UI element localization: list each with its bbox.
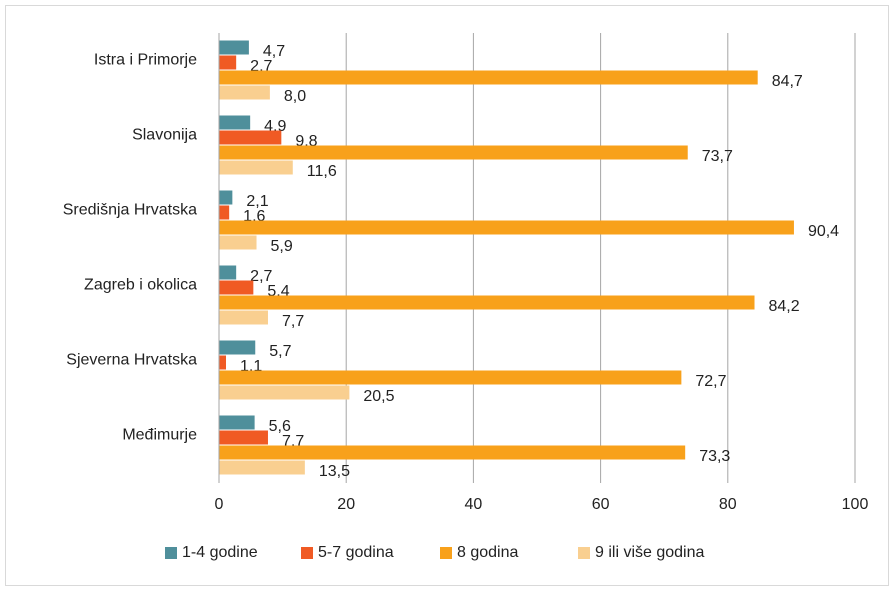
y-tick-label: Središnja Hrvatska: [63, 202, 197, 219]
x-tick-label: 100: [842, 496, 869, 513]
legend-swatch: [165, 547, 177, 559]
bar: [219, 235, 257, 250]
value-label: 84,2: [769, 298, 800, 315]
bar: [219, 220, 794, 235]
value-label: 72,7: [695, 373, 726, 390]
bar: [219, 445, 686, 460]
bar: [219, 70, 758, 85]
bar: [219, 415, 255, 430]
x-tick-label: 20: [337, 496, 355, 513]
value-label: 5,7: [269, 343, 291, 360]
legend-label: 9 ili više godina: [595, 544, 705, 561]
value-label: 84,7: [772, 73, 803, 90]
legend-label: 1-4 godine: [182, 544, 258, 561]
value-label: 11,6: [307, 163, 337, 180]
bar: [219, 355, 226, 370]
bar: [219, 430, 268, 445]
legend-swatch: [440, 547, 452, 559]
bar: [219, 55, 237, 70]
legend-swatch: [578, 547, 590, 559]
bar: [219, 160, 293, 175]
x-tick-label: 80: [719, 496, 737, 513]
x-tick-label: 60: [592, 496, 610, 513]
y-tick-label: Međimurje: [122, 427, 197, 444]
value-label: 20,5: [363, 388, 394, 405]
bar: [219, 40, 249, 55]
value-label: 2,1: [246, 193, 268, 210]
y-tick-label: Slavonija: [132, 127, 197, 144]
bar: [219, 460, 305, 475]
x-tick-label: 40: [465, 496, 483, 513]
bar: [219, 295, 755, 310]
value-label: 2,7: [250, 268, 272, 285]
y-tick-label: Sjeverna Hrvatska: [66, 352, 197, 369]
x-tick-label: 0: [215, 496, 224, 513]
value-label: 7,7: [282, 313, 304, 330]
bar: [219, 130, 282, 145]
value-label: 5,6: [269, 418, 291, 435]
value-label: 73,7: [702, 148, 733, 165]
legend-label: 8 godina: [457, 544, 518, 561]
legend-label: 5-7 godina: [318, 544, 394, 561]
value-label: 5,9: [271, 238, 293, 255]
bar: [219, 145, 688, 160]
bar: [219, 205, 230, 220]
bar: [219, 85, 270, 100]
bar: [219, 340, 256, 355]
y-tick-label: Istra i Primorje: [94, 52, 197, 69]
bar: [219, 190, 233, 205]
legend-swatch: [301, 547, 313, 559]
value-label: 73,3: [699, 448, 730, 465]
y-tick-label: Zagreb i okolica: [84, 277, 197, 294]
bar: [219, 310, 268, 325]
bar: [219, 115, 251, 130]
bar: [219, 265, 237, 280]
value-label: 90,4: [808, 223, 839, 240]
value-label: 4,7: [263, 43, 285, 60]
bar: [219, 280, 254, 295]
bar: [219, 385, 350, 400]
bar: [219, 370, 682, 385]
value-label: 13,5: [319, 463, 350, 480]
value-label: 8,0: [284, 88, 306, 105]
